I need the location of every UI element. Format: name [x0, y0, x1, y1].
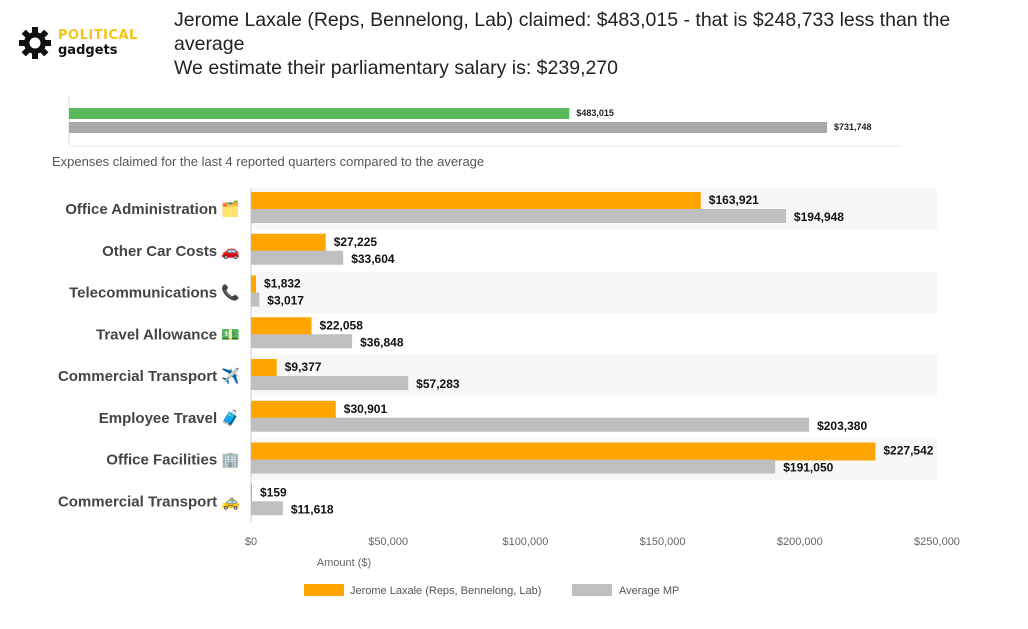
bar-value-label: $163,921 — [709, 193, 759, 207]
bar-average — [251, 334, 353, 349]
bar-member — [251, 233, 326, 252]
category-label: Commercial Transport ✈️ — [58, 366, 240, 385]
bar-member — [251, 359, 277, 377]
category-label: Telecommunications 📞 — [69, 283, 240, 302]
x-tick-label: $150,000 — [640, 536, 686, 548]
headline-claim: Jerome Laxale (Reps, Bennelong, Lab) cla… — [174, 9, 951, 55]
total-bar-0 — [69, 108, 570, 119]
bar-value-label: $57,283 — [416, 377, 460, 391]
bar-value-label: $203,380 — [817, 419, 867, 433]
bar-average — [251, 250, 344, 265]
total-comparison-chart: $483,015 $731,748 — [68, 96, 900, 147]
political-gadgets-logo[interactable]: POLITICAL gadgets — [18, 26, 148, 66]
bar-average — [251, 209, 786, 223]
bar-member — [251, 442, 876, 461]
brand-name-line2: gadgets — [58, 43, 118, 58]
headline: Jerome Laxale (Reps, Bennelong, Lab) cla… — [174, 8, 1004, 80]
category-band — [251, 313, 937, 355]
category-label: Commercial Transport 🚕 — [58, 493, 240, 510]
chart-title: Expenses claimed for the last 4 reported… — [52, 154, 485, 169]
headline-salary: We estimate their parliamentary salary i… — [174, 57, 619, 79]
expense-category-chart: Office Administration 🗂️ $163,921 $194,948… — [58, 188, 960, 597]
bar-value-label: $22,058 — [320, 318, 364, 332]
bar-value-label: $11,618 — [291, 502, 334, 516]
bar-value-label: $30,901 — [344, 402, 388, 416]
category-label: Other Car Costs 🚗 — [102, 243, 240, 260]
category-label: Office Facilities 🏢 — [106, 452, 240, 469]
total-bar-label-1: $731,748 — [834, 122, 872, 132]
category-label: Office Administration 🗂️ — [65, 200, 240, 218]
bar-value-label: $227,542 — [883, 444, 933, 458]
x-tick-label: $200,000 — [777, 536, 823, 548]
category-band — [251, 229, 937, 272]
brand-name-line1: POLITICAL — [58, 28, 138, 43]
total-bar-label-0: $483,015 — [576, 108, 614, 118]
bar-value-label: $3,017 — [267, 294, 304, 308]
legend-label-member: Jerome Laxale (Reps, Bennelong, Lab) — [350, 585, 541, 597]
bar-member — [251, 400, 336, 419]
bar-average — [251, 292, 260, 307]
legend-swatch-member — [304, 584, 344, 596]
category-label: Travel Allowance 💵 — [96, 326, 240, 343]
bar-member — [251, 275, 257, 294]
x-tick-label: $0 — [245, 536, 257, 548]
bar-average — [251, 459, 776, 474]
bar-value-label: $1,832 — [264, 277, 301, 291]
legend-swatch-average — [572, 584, 612, 596]
total-bar-1 — [69, 122, 827, 133]
category-band — [251, 480, 937, 522]
bar-value-label: $191,050 — [783, 461, 833, 475]
bar-value-label: $33,604 — [351, 252, 395, 266]
bar-member — [251, 317, 312, 336]
bar-value-label: $36,848 — [360, 335, 404, 349]
gear-icon — [19, 27, 51, 59]
x-tick-label: $250,000 — [914, 536, 960, 548]
category-band — [251, 355, 937, 397]
x-axis-title: Amount ($) — [317, 557, 371, 569]
x-tick-label: $50,000 — [368, 536, 408, 548]
bar-value-label: $9,377 — [285, 360, 322, 374]
bar-average — [251, 376, 409, 390]
bar-value-label: $194,948 — [794, 210, 844, 224]
category-band — [251, 271, 937, 314]
bar-average — [251, 417, 810, 432]
bar-member — [251, 484, 252, 503]
bar-value-label: $27,225 — [334, 235, 378, 249]
category-label: Employee Travel 🧳 — [99, 409, 240, 427]
bar-member — [251, 192, 701, 210]
legend-label-average: Average MP — [619, 585, 679, 597]
bar-value-label: $159 — [260, 485, 287, 499]
bar-average — [251, 501, 283, 516]
x-tick-label: $100,000 — [502, 536, 548, 548]
